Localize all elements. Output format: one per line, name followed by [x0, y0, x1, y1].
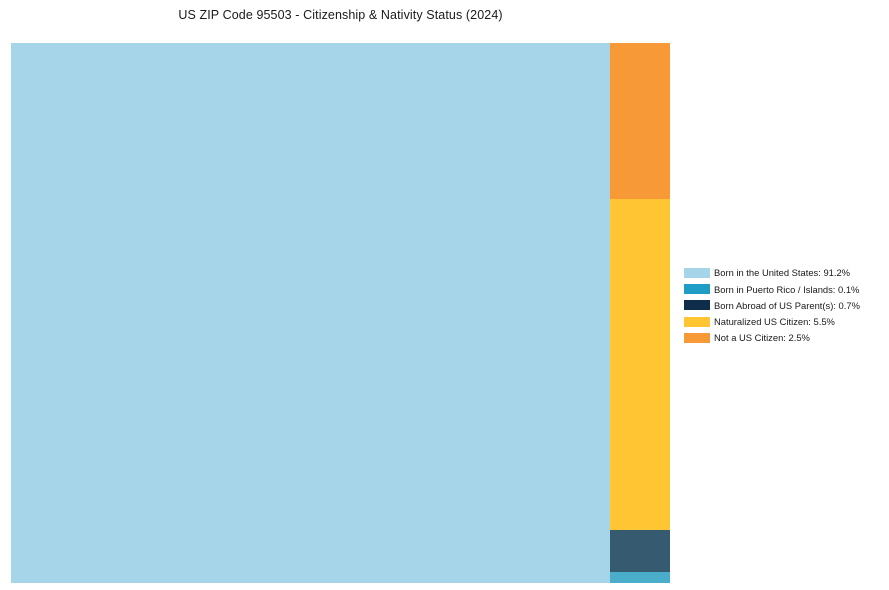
legend: Born in the United States: 91.2% Born in…: [684, 265, 884, 346]
legend-item-label: Born in Puerto Rico / Islands: 0.1%: [714, 283, 860, 295]
treemap-tile-not-a-us-citizen[interactable]: [610, 43, 670, 199]
legend-swatch-icon: [684, 284, 710, 295]
treemap-tile-born-abroad-of-us-parents[interactable]: [610, 530, 670, 572]
legend-item-born-abroad-of-us-parents[interactable]: Born Abroad of US Parent(s): 0.7%: [684, 297, 884, 313]
treemap-tile-born-in-puerto-rico-islands[interactable]: [610, 572, 670, 583]
chart-title: US ZIP Code 95503 - Citizenship & Nativi…: [178, 8, 503, 22]
legend-item-naturalized-us-citizen[interactable]: Naturalized US Citizen: 5.5%: [684, 314, 884, 330]
legend-item-born-in-puerto-rico-islands[interactable]: Born in Puerto Rico / Islands: 0.1%: [684, 281, 884, 297]
legend-item-label: Naturalized US Citizen: 5.5%: [714, 315, 835, 327]
legend-swatch-icon: [684, 268, 710, 279]
legend-swatch-icon: [684, 316, 710, 327]
legend-item-born-in-the-united-states[interactable]: Born in the United States: 91.2%: [684, 265, 884, 281]
legend-swatch-icon: [684, 332, 710, 343]
legend-swatch-icon: [684, 300, 710, 311]
treemap-tile-born-in-the-united-states[interactable]: [11, 43, 610, 583]
legend-item-label: Born Abroad of US Parent(s): 0.7%: [714, 299, 860, 311]
treemap-plot-area: [11, 43, 670, 583]
treemap-tile-naturalized-us-citizen[interactable]: [610, 199, 670, 530]
legend-item-label: Born in the United States: 91.2%: [714, 267, 851, 279]
legend-item-not-a-us-citizen[interactable]: Not a US Citizen: 2.5%: [684, 330, 884, 346]
legend-item-label: Not a US Citizen: 2.5%: [714, 332, 810, 344]
